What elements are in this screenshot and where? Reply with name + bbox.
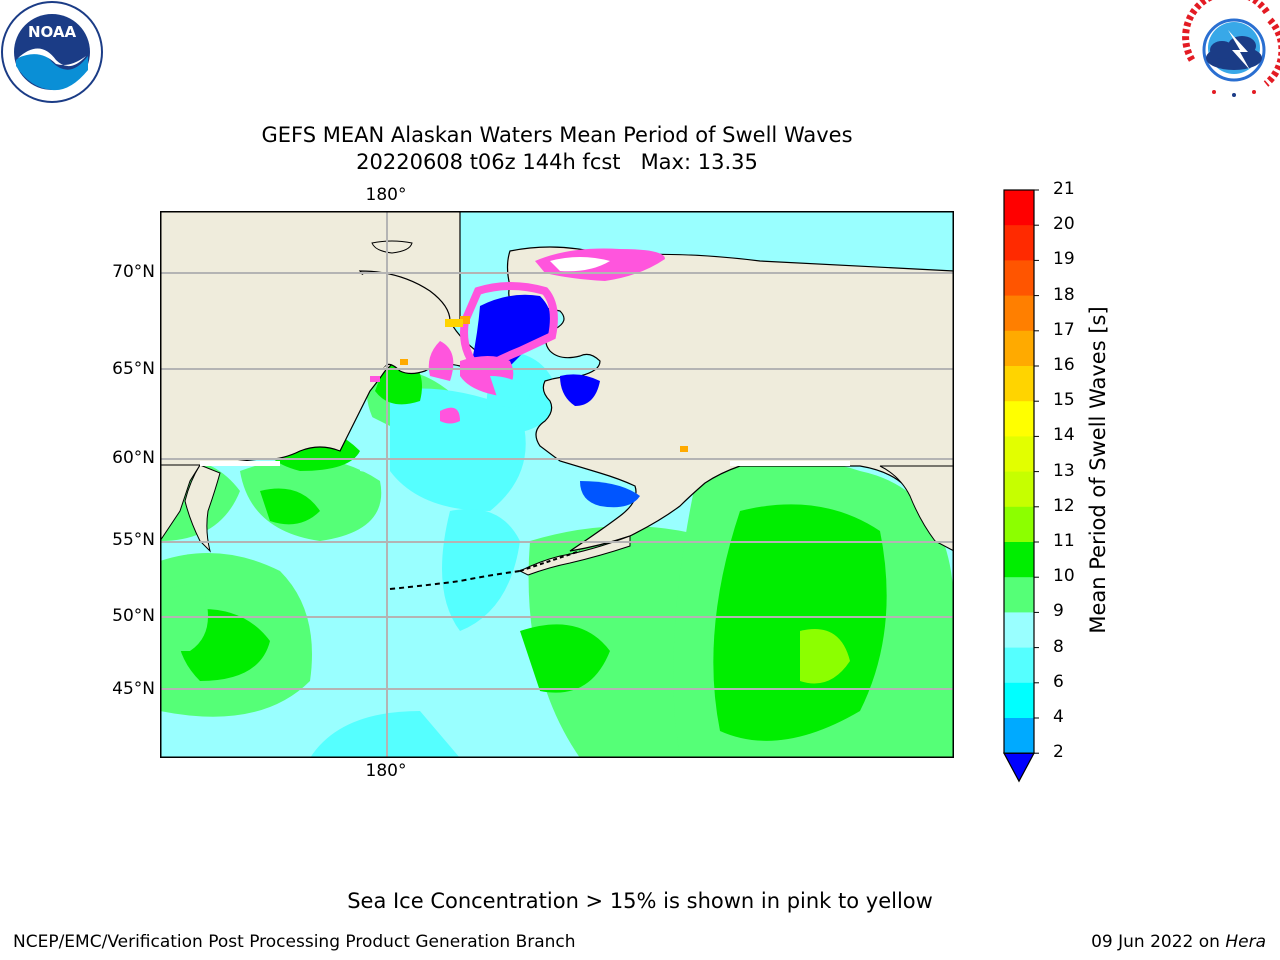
colorbar-segment (1004, 612, 1034, 649)
colorbar-tick-label: 21 (1053, 179, 1075, 199)
lat-label-45: 45°N (112, 679, 155, 699)
colorbar-extend-triangle (1002, 752, 1036, 783)
colorbar-segment (1004, 718, 1034, 754)
map-subtitle: 20220608 t06z 144h fcst Max: 13.35 (356, 150, 758, 174)
colorbar (1002, 189, 1039, 783)
colorbar-segment (1004, 542, 1034, 578)
colorbar-segment (1004, 190, 1034, 226)
footer-branch: NCEP/EMC/Verification Post Processing Pr… (13, 932, 576, 952)
colorbar-tick-label: 9 (1053, 601, 1064, 622)
colorbar-segment (1004, 647, 1034, 684)
colorbar-tick-label: 17 (1053, 319, 1075, 340)
colorbar-tick-label: 8 (1053, 636, 1064, 657)
colorbar-tick-label: 20 (1053, 214, 1075, 235)
lat-label-55: 55°N (112, 530, 155, 550)
colorbar-tick-label: 11 (1053, 531, 1075, 551)
colorbar-segment (1004, 401, 1034, 437)
colorbar-tick-label: 14 (1053, 425, 1075, 446)
colorbar-tick-label: 16 (1053, 355, 1075, 375)
colorbar-tick-label: 18 (1053, 284, 1075, 305)
sea-ice-note: Sea Ice Concentration > 15% is shown in … (347, 889, 933, 913)
lon-label-top: 180° (365, 185, 407, 205)
swell-period-map (160, 211, 954, 758)
colorbar-segment (1004, 330, 1034, 367)
colorbar-segment (1004, 506, 1034, 543)
lat-label-65: 65°N (112, 359, 155, 379)
colorbar-segment (1004, 295, 1034, 332)
footer-host: Hera (1225, 932, 1266, 952)
colorbar-tick-label: 10 (1053, 566, 1075, 587)
colorbar-tick-label: 2 (1053, 742, 1064, 763)
colorbar-segment (1004, 436, 1034, 473)
lat-label-70: 70°N (112, 262, 155, 282)
colorbar-segment (1004, 225, 1034, 261)
footer-date: 09 Jun 2022 on Hera (1091, 932, 1266, 952)
footer-date-text: 09 Jun 2022 on (1091, 932, 1220, 952)
colorbar-tick-label: 13 (1053, 460, 1075, 481)
lat-label-60: 60°N (112, 448, 155, 468)
colorbar-tick-label: 4 (1053, 707, 1064, 727)
lon-label-bottom: 180° (365, 761, 407, 781)
colorbar-title: Mean Period of Swell Waves [s] (1086, 306, 1110, 634)
colorbar-segment (1004, 260, 1034, 297)
map-title: GEFS MEAN Alaskan Waters Mean Period of … (261, 123, 853, 147)
colorbar-tick-label: 6 (1053, 671, 1064, 692)
colorbar-segment (1004, 366, 1034, 402)
colorbar-segment (1004, 682, 1034, 719)
lat-label-50: 50°N (112, 606, 155, 626)
colorbar-tick-label: 12 (1053, 495, 1075, 516)
colorbar-tick-label: 15 (1053, 390, 1075, 411)
colorbar-segment (1004, 471, 1034, 508)
noaa-logo: NOAA (1, 1, 103, 103)
colorbar-segment (1004, 577, 1034, 613)
noaa-logo-text: NOAA (28, 23, 77, 41)
colorbar-tick-label: 19 (1053, 249, 1075, 270)
nws-logo (1182, 0, 1280, 97)
